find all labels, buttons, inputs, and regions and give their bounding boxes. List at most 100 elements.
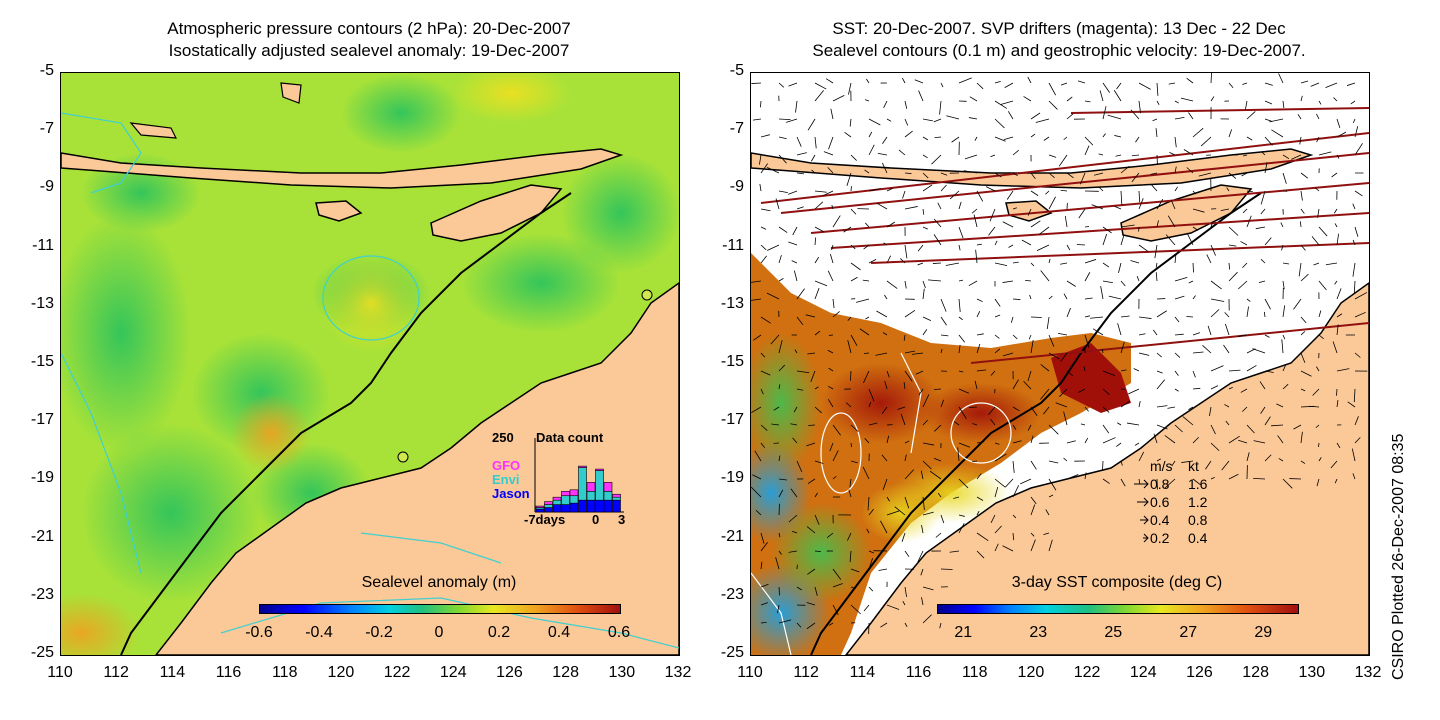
right-lat-tick: -21 <box>720 527 744 545</box>
right-lat-tick: -19 <box>720 469 744 487</box>
left-lat-tick: -15 <box>30 353 54 370</box>
velocity-legend-ms: 0.4 <box>1150 512 1170 528</box>
right-map <box>750 72 1370 656</box>
velocity-legend-arrow <box>1140 514 1150 529</box>
left-lat-tick: -11 <box>32 236 54 254</box>
left-lat-tick: -17 <box>30 411 54 429</box>
right-lat-tick: -7 <box>729 120 744 138</box>
data-count-inset: 250 Data count GFO Envi Jason -7days 0 3 <box>488 428 638 528</box>
sealevel-contours <box>751 352 1012 655</box>
data-count-max: 250 <box>492 430 514 445</box>
geostrophic-velocity-arrows <box>751 73 1368 635</box>
data-count-bar-envi <box>586 490 596 501</box>
sumba-island <box>1005 200 1053 222</box>
left-lat-tick: -9 <box>39 178 54 196</box>
data-count-bar-gfo <box>578 465 587 468</box>
data-count-legend-gfo: GFO <box>492 458 521 473</box>
data-count-bar-gfo <box>569 489 579 497</box>
right-title-line1: SST: 20-Dec-2007. SVP drifters (magenta)… <box>832 19 1286 38</box>
left-title-line2: Isostatically adjusted sealevel anomaly:… <box>168 41 570 60</box>
credit-label: CSIRO Plotted 26-Dec-2007 08:35 <box>1390 433 1407 680</box>
left-lon-tick: 118 <box>271 664 298 681</box>
velocity-legend-ms: 0.6 <box>1150 494 1170 510</box>
right-lat-tick: -25 <box>720 644 744 661</box>
data-count-histogram <box>534 438 624 513</box>
data-count-x-zero: 0 <box>592 512 600 527</box>
left-colorbar-tick: -0.6 <box>245 624 273 641</box>
data-count-bar-jason <box>595 499 604 513</box>
legend-header-ms: m/s <box>1150 458 1173 474</box>
data-count-title: Data count <box>536 430 604 445</box>
data-count-bar-jason <box>603 499 613 513</box>
left-lon-tick: 122 <box>383 664 411 681</box>
right-lat-tick: -23 <box>720 585 744 603</box>
right-lon-tick: 112 <box>793 664 819 681</box>
australia-landmass <box>155 282 679 655</box>
right-colorbar-tick: 27 <box>1179 624 1198 641</box>
data-count-bar-jason <box>586 499 596 513</box>
velocity-legend-arrow <box>1143 532 1150 547</box>
left-lon-tick: 126 <box>496 664 523 681</box>
right-colorbar-tick: 21 <box>954 624 973 641</box>
data-count-bar-gfo <box>544 501 553 505</box>
right-lon-tick: 130 <box>1298 664 1326 681</box>
right-lat-tick: -13 <box>720 294 744 312</box>
left-colorbar-tick: 0 <box>434 624 444 641</box>
velocity-legend-arrow <box>1137 496 1150 511</box>
right-title-line2: Sealevel contours (0.1 m) and geostrophi… <box>812 41 1306 60</box>
velocity-legend-ms: 0.2 <box>1150 530 1170 546</box>
right-colorbar-tick: 25 <box>1104 624 1123 641</box>
right-lon-tick: 126 <box>1186 664 1213 681</box>
shelf-break-line <box>120 192 572 655</box>
left-lon-tick: 116 <box>215 664 242 681</box>
left-lon-tick: 110 <box>47 664 73 681</box>
data-count-bar-envi <box>612 496 621 501</box>
data-count-bar-jason <box>612 499 621 513</box>
data-count-x-right: 3 <box>618 512 626 527</box>
data-count-bar-jason <box>569 502 579 513</box>
right-lat-tick: -5 <box>729 62 744 79</box>
velocity-legend-kt: 0.4 <box>1188 530 1208 546</box>
left-lat-tick: -5 <box>39 62 54 79</box>
data-count-bar-jason <box>578 499 587 513</box>
data-count-bar-jason <box>561 504 570 513</box>
left-map <box>60 72 680 656</box>
right-lat-tick: -9 <box>729 178 744 196</box>
left-colorbar-tick: -0.2 <box>365 624 393 641</box>
left-lon-tick: 132 <box>664 664 692 681</box>
shelf-break-line <box>810 192 1262 655</box>
left-colorbar-tick: 0.6 <box>607 624 631 641</box>
velocity-legend-kt: 1.6 <box>1188 476 1208 492</box>
left-lon-tick: 124 <box>439 664 467 681</box>
left-lat-tick: -25 <box>30 644 54 661</box>
right-lon-tick: 122 <box>1073 664 1101 681</box>
right-lon-tick: 128 <box>1242 664 1269 681</box>
data-count-bar-gfo <box>612 493 621 498</box>
data-count-bar-envi <box>603 490 613 501</box>
indonesian-islands <box>751 148 1314 189</box>
right-lon-tick: 114 <box>849 664 876 681</box>
data-count-bar-gfo <box>561 490 570 497</box>
satellite-track-streaks <box>760 107 1369 364</box>
right-lat-tick: -17 <box>720 411 744 429</box>
right-lon-tick: 116 <box>905 664 932 681</box>
right-colorbar <box>937 604 1299 614</box>
right-lat-tick: -11 <box>722 236 744 254</box>
right-lon-tick: 124 <box>1129 664 1157 681</box>
right-lon-tick: 110 <box>737 664 763 681</box>
left-colorbar-tick: 0.2 <box>487 624 511 641</box>
left-lat-tick: -19 <box>30 469 54 487</box>
left-lon-tick: 112 <box>103 664 129 681</box>
data-count-bar-envi <box>544 504 553 508</box>
velocity-legend-ms: 0.8 <box>1150 476 1170 492</box>
data-count-bar-envi <box>569 495 579 504</box>
sst-map <box>751 73 1369 655</box>
left-lon-tick: 120 <box>327 664 355 681</box>
velocity-legend-arrow <box>1134 478 1150 493</box>
left-lat-tick: -13 <box>30 294 54 312</box>
data-count-legend-envi: Envi <box>492 472 520 487</box>
left-lat-tick: -23 <box>30 585 54 603</box>
left-colorbar <box>259 604 621 614</box>
left-lon-tick: 128 <box>552 664 579 681</box>
left-lon-tick: 114 <box>159 664 186 681</box>
